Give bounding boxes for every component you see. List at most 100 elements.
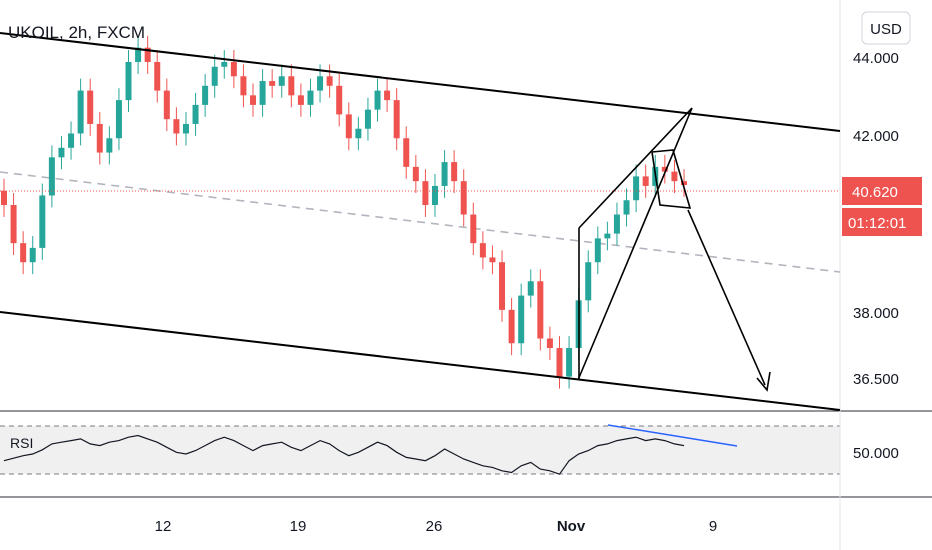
candle	[393, 100, 400, 139]
candle	[10, 205, 17, 244]
candle	[68, 133, 75, 148]
wedge-upper-line[interactable]	[578, 107, 693, 229]
candle	[556, 348, 563, 377]
candle	[364, 109, 371, 129]
projection-arrow-head[interactable]	[756, 371, 771, 392]
wedge-pattern[interactable]	[577, 107, 771, 392]
countdown-badge	[842, 208, 922, 236]
candle	[585, 262, 592, 301]
projection-arrow-line[interactable]	[687, 209, 766, 386]
candle	[537, 281, 544, 339]
candle	[39, 195, 46, 248]
candle	[297, 95, 304, 105]
candle	[192, 104, 199, 124]
wedge-lower-line[interactable]	[577, 107, 693, 381]
candle	[384, 90, 391, 101]
candle	[661, 166, 668, 172]
candle	[58, 147, 65, 158]
candle	[250, 95, 257, 105]
x-tick-label: 9	[709, 518, 717, 535]
candle	[173, 119, 180, 134]
x-tick-label: 12	[155, 518, 172, 535]
candle	[48, 157, 55, 196]
candle	[355, 128, 362, 139]
candle	[278, 76, 285, 86]
rsi-divergence-line[interactable]	[607, 424, 738, 447]
y-tick-label: 42.000	[853, 128, 899, 145]
candle	[374, 90, 381, 110]
candle	[29, 247, 36, 263]
wedge-triangle[interactable]	[651, 149, 692, 209]
price-pane[interactable]	[0, 0, 840, 410]
y-tick-label: 44.000	[853, 50, 899, 67]
last-price-badge	[842, 177, 922, 205]
candle	[135, 47, 142, 62]
moving-average-line	[0, 171, 841, 273]
candle	[441, 162, 448, 186]
rsi-level-label: 50.000	[853, 445, 899, 462]
candle	[527, 281, 534, 296]
candle	[77, 90, 84, 134]
candle	[671, 171, 678, 182]
candle	[623, 200, 630, 215]
currency-button[interactable]	[861, 11, 911, 45]
candle	[144, 47, 151, 62]
candle	[594, 238, 601, 263]
candle	[307, 90, 314, 105]
candle	[96, 123, 103, 153]
candle	[604, 233, 611, 239]
candle	[87, 90, 94, 124]
channel-upper-line[interactable]	[0, 32, 841, 132]
candle	[269, 81, 276, 86]
candle	[1, 190, 7, 205]
candle	[20, 243, 27, 263]
rsi-label: RSI	[10, 435, 33, 451]
candle	[240, 76, 247, 96]
candle	[508, 309, 515, 344]
rsi-band	[0, 426, 840, 474]
candle	[431, 185, 438, 205]
y-tick-label: 38.000	[853, 305, 899, 322]
candle	[403, 138, 410, 167]
candle	[566, 348, 573, 377]
candle	[211, 66, 218, 86]
candle	[412, 166, 419, 182]
candle	[317, 76, 324, 91]
candle	[202, 85, 209, 105]
last-price-value: 40.620	[852, 184, 898, 201]
candle	[336, 85, 343, 115]
candle	[499, 262, 506, 310]
candle	[106, 138, 113, 153]
candle	[613, 214, 620, 234]
candle	[230, 61, 237, 77]
channel-lower-line[interactable]	[0, 311, 841, 411]
candle	[451, 162, 458, 182]
candle	[182, 123, 189, 134]
candle	[288, 76, 295, 96]
x-tick-label: Nov	[557, 518, 586, 535]
candle	[642, 176, 649, 186]
candle	[326, 76, 333, 86]
rsi-line	[3, 434, 685, 475]
candle	[460, 181, 467, 215]
candle	[479, 243, 486, 258]
currency-label: USD	[870, 21, 902, 38]
candle	[154, 61, 161, 91]
candle	[259, 81, 266, 105]
symbol-title[interactable]: UKOIL, 2h, FXCM	[8, 23, 145, 42]
y-tick-label: 36.500	[853, 371, 899, 388]
candle	[422, 181, 429, 205]
candle	[115, 100, 122, 139]
candle	[681, 181, 687, 185]
candle	[125, 61, 132, 101]
candle	[633, 176, 640, 201]
candle	[345, 114, 352, 139]
candle	[470, 214, 477, 244]
x-tick-label: 26	[426, 518, 443, 535]
candle	[546, 338, 553, 349]
candle	[518, 295, 525, 344]
candle	[221, 61, 228, 67]
candles-group	[1, 35, 687, 389]
bar-countdown: 01:12:01	[848, 215, 906, 232]
